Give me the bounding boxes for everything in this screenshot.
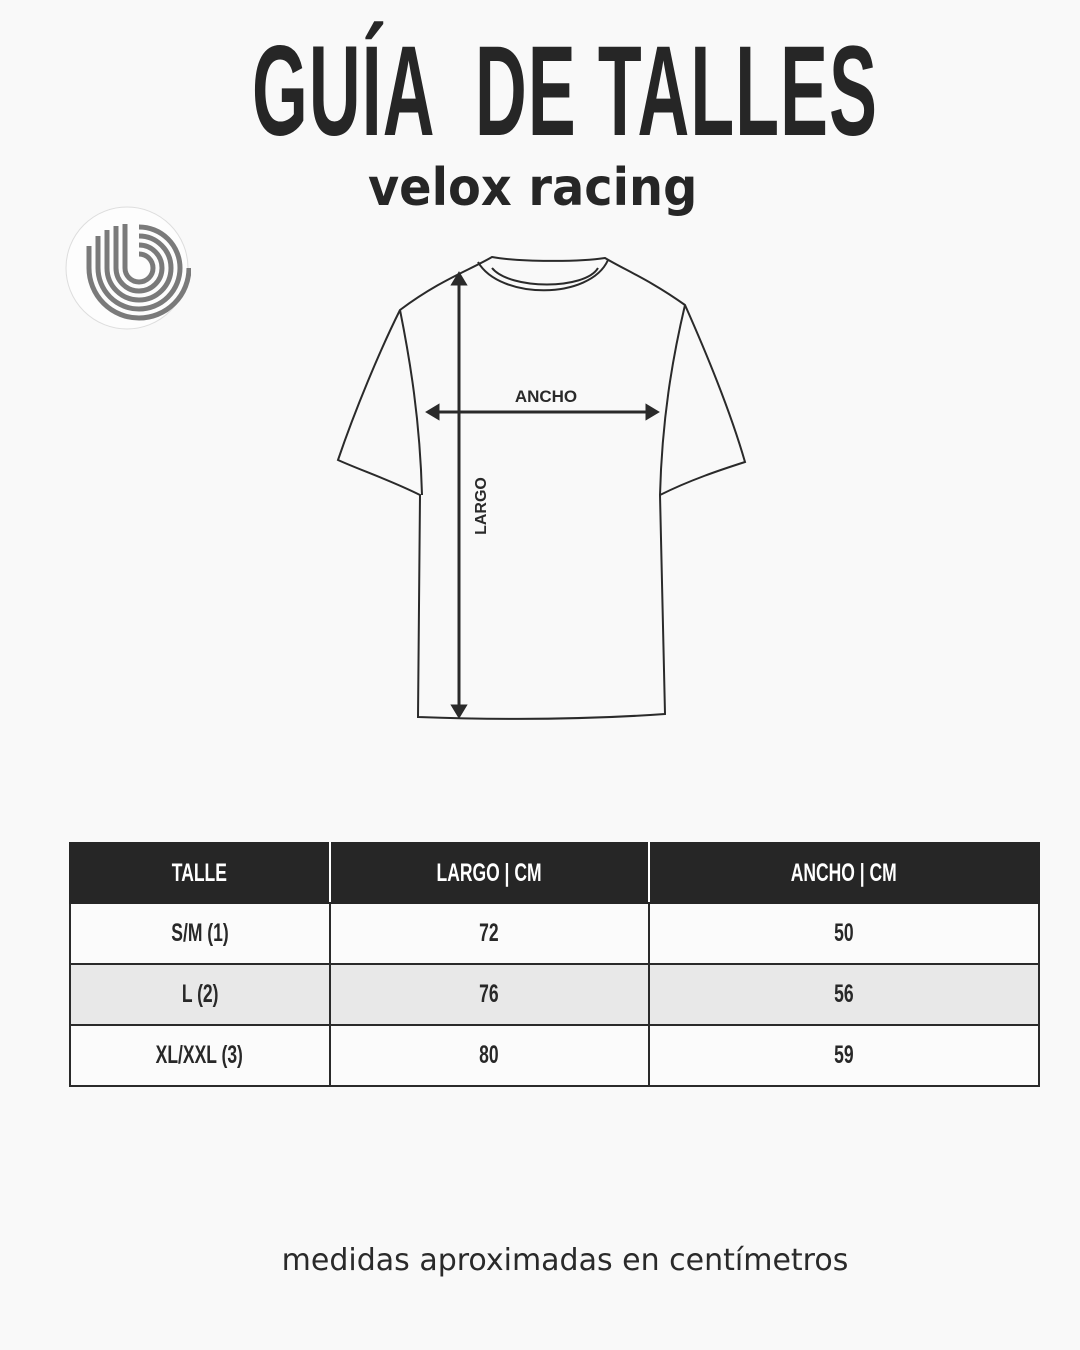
brand-subtitle: velox racing	[368, 158, 698, 218]
size-cell: L (2)	[69, 963, 331, 1026]
length-cell: 72	[328, 902, 650, 965]
brand-logo-icon	[65, 206, 191, 330]
column-header: ANCHO | CM	[647, 842, 1041, 904]
footer-note: medidas aproximadas en centímetros	[281, 1243, 849, 1278]
table-row: L (2) 76 56	[69, 963, 1041, 1026]
column-header: LARGO | CM	[328, 842, 650, 904]
width-cell: 50	[647, 902, 1041, 965]
table-row: S/M (1) 72 50	[69, 902, 1041, 965]
size-table: TALLE LARGO | CM ANCHO | CM S/M (1) 72 5…	[69, 842, 1041, 1087]
length-cell: 80	[328, 1024, 650, 1087]
column-header: TALLE	[69, 842, 331, 904]
width-cell: 56	[647, 963, 1041, 1026]
size-cell: S/M (1)	[69, 902, 331, 965]
table-row: XL/XXL (3) 80 59	[69, 1024, 1041, 1087]
size-cell: XL/XXL (3)	[69, 1024, 331, 1087]
length-label: LARGO	[473, 477, 490, 535]
length-cell: 76	[328, 963, 650, 1026]
width-label: ANCHO	[515, 387, 577, 406]
tshirt-diagram: ANCHO LARGO	[336, 255, 747, 720]
width-cell: 59	[647, 1024, 1041, 1087]
table-header-row: TALLE LARGO | CM ANCHO | CM	[69, 842, 1041, 904]
page-title: GUÍA DE TALLES	[251, 20, 879, 163]
